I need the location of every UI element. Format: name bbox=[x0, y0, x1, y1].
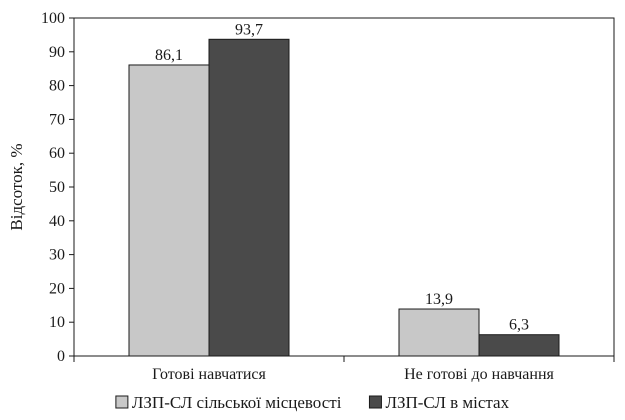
data-label: 86,1 bbox=[155, 47, 183, 64]
y-tick-label: 20 bbox=[49, 280, 65, 297]
legend-item: ЛЗП-СЛ в містах bbox=[368, 393, 510, 412]
y-axis: 0 10 20 30 40 50 60 70 80 90 100 bbox=[41, 10, 74, 365]
x-axis: Готові навчатися Не готові до навчання bbox=[73, 356, 615, 383]
bar bbox=[478, 334, 560, 357]
x-category-label: Не готові до навчання bbox=[404, 366, 554, 383]
y-tick-label: 0 bbox=[57, 348, 65, 365]
y-tick-label: 80 bbox=[49, 78, 65, 95]
legend-swatch bbox=[368, 395, 382, 409]
y-tick-label: 90 bbox=[49, 44, 65, 61]
y-tick-label: 70 bbox=[49, 111, 65, 128]
y-tick-label: 10 bbox=[49, 314, 65, 331]
legend: ЛЗП-СЛ сільської місцевості ЛЗП-СЛ в міст… bbox=[115, 393, 510, 412]
data-label: 93,7 bbox=[235, 21, 263, 38]
y-tick-label: 60 bbox=[49, 145, 65, 162]
y-tick-label: 50 bbox=[49, 179, 65, 196]
bar bbox=[208, 38, 290, 357]
y-axis-title: Відсоток, % bbox=[7, 143, 26, 230]
legend-label: ЛЗП-СЛ сільської місцевості bbox=[132, 393, 342, 412]
bar bbox=[128, 64, 210, 357]
bars-group: 86,1 93,7 13,9 6,3 bbox=[128, 21, 560, 357]
x-category-label: Готові навчатися bbox=[152, 366, 266, 383]
bar bbox=[398, 308, 480, 357]
y-tick-label: 40 bbox=[49, 213, 65, 230]
data-label: 13,9 bbox=[425, 291, 453, 308]
data-label: 6,3 bbox=[509, 317, 529, 334]
legend-swatch bbox=[115, 395, 129, 409]
legend-item: ЛЗП-СЛ сільської місцевості bbox=[115, 393, 342, 412]
legend-label: ЛЗП-СЛ в містах bbox=[385, 393, 509, 412]
y-tick-label: 100 bbox=[41, 10, 65, 27]
y-tick-label: 30 bbox=[49, 247, 65, 264]
